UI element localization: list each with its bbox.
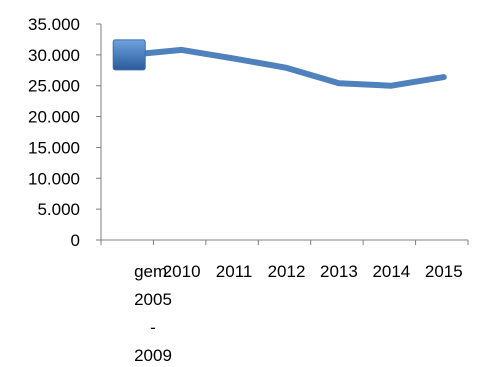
first-point-marker bbox=[112, 39, 146, 71]
y-tick-label: 30.000 bbox=[28, 46, 80, 65]
x-tick-label: 2015 bbox=[425, 262, 463, 281]
data-point bbox=[181, 49, 183, 51]
x-axis-tick-marks bbox=[100, 240, 469, 245]
y-tick-label: 20.000 bbox=[28, 108, 80, 127]
y-tick-label: 15.000 bbox=[28, 138, 80, 157]
y-tick-label: 5.000 bbox=[37, 200, 80, 219]
x-tick-label: 2013 bbox=[320, 262, 358, 281]
data-point bbox=[338, 82, 340, 84]
y-tick-label: 35.000 bbox=[28, 15, 80, 34]
x-tick-label: 2011 bbox=[216, 262, 253, 281]
x-tick-label: gem. 2005 -2009 bbox=[134, 262, 172, 365]
y-tick-label: 0 bbox=[71, 231, 80, 250]
series-layer bbox=[112, 39, 447, 89]
y-tick-label: 10.000 bbox=[28, 169, 80, 188]
data-point bbox=[233, 58, 235, 60]
y-tick-label: 25.000 bbox=[28, 77, 80, 96]
data-point bbox=[390, 85, 392, 87]
y-axis-tick-labels: 0 5.000 10.000 15.000 20.000 25.000 30.000 35.0… bbox=[28, 15, 80, 250]
x-tick-label: 2010 bbox=[163, 262, 201, 281]
data-point bbox=[443, 76, 445, 78]
x-tick-label: 2014 bbox=[372, 262, 410, 281]
y-axis-tick-marks bbox=[96, 23, 101, 241]
x-tick-label: 2012 bbox=[268, 262, 306, 281]
data-point bbox=[286, 67, 287, 69]
